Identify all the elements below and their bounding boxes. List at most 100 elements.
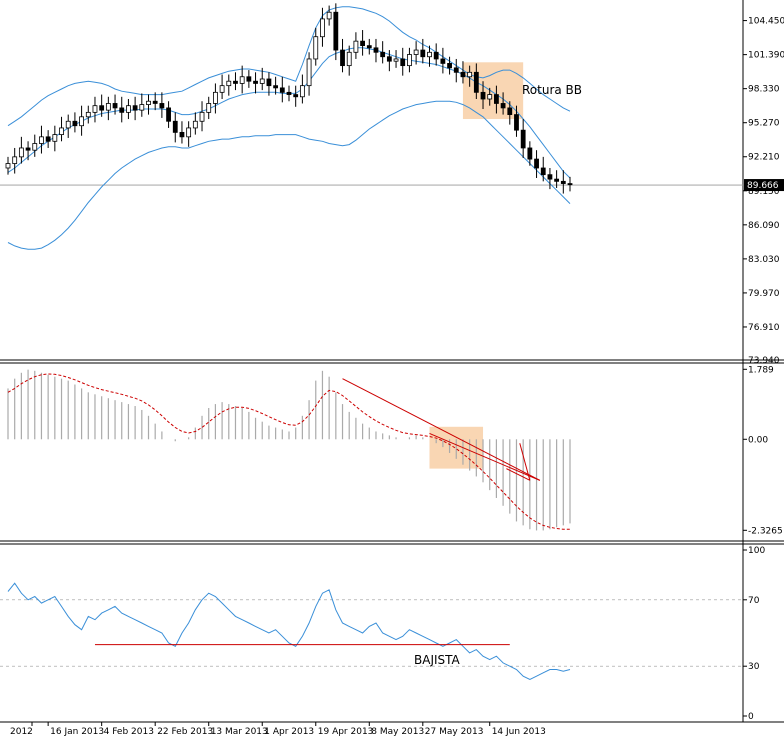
candle <box>554 170 560 189</box>
candle-body <box>487 94 493 100</box>
candle <box>279 76 285 103</box>
candle-body <box>45 136 51 142</box>
candle-body <box>299 85 305 98</box>
candlesticks <box>5 3 573 194</box>
rotura-bb-annotation: Rotura BB <box>522 83 582 97</box>
candle <box>5 156 11 175</box>
signal-line <box>7 373 570 530</box>
candle <box>172 112 178 143</box>
candle-body <box>554 178 560 182</box>
candle-body <box>166 107 171 122</box>
candle-body <box>326 11 332 20</box>
candle <box>152 92 158 111</box>
candle-body <box>306 58 312 87</box>
candle-body <box>540 167 546 176</box>
candle <box>400 47 406 76</box>
candle-body <box>226 80 232 87</box>
candle <box>99 94 105 117</box>
candle <box>326 5 332 26</box>
candle <box>159 92 165 118</box>
macd-tick-label: 0.00 <box>748 435 768 445</box>
candle-body <box>25 147 31 151</box>
candle-body <box>273 85 279 89</box>
candle <box>480 81 486 110</box>
candle-body <box>59 127 64 136</box>
candle <box>59 116 64 142</box>
candle <box>126 99 131 120</box>
candle-body <box>340 49 345 67</box>
candle <box>226 74 232 96</box>
candle-body <box>119 107 125 113</box>
x-tick-label: 8 May 2013 <box>371 727 424 737</box>
candle-body <box>560 180 566 184</box>
x-tick-label: 27 May 2013 <box>425 727 484 737</box>
candle <box>467 65 473 87</box>
candle <box>85 105 91 124</box>
rsi-axis: 100 70 30 0 <box>743 546 765 722</box>
candle-body <box>146 100 151 105</box>
candle-body <box>567 183 573 186</box>
candle <box>333 3 339 61</box>
rsi-line <box>7 582 571 681</box>
candle <box>407 47 412 73</box>
candle <box>380 41 386 64</box>
candle-body <box>473 71 479 93</box>
candle-body <box>279 87 285 93</box>
candle-body <box>219 85 225 93</box>
candle-body <box>460 71 466 78</box>
price-tick-label: 89.150 <box>748 187 780 197</box>
candle-body <box>139 104 145 111</box>
candle-body <box>112 103 118 109</box>
x-tick-label: 16 Jan 2013 <box>50 727 104 737</box>
macd-tick-label: -2.3265 <box>748 526 783 536</box>
candle <box>293 85 299 107</box>
candle-body <box>407 54 412 67</box>
x-tick-label: 13 Mar 2013 <box>211 727 268 737</box>
candle <box>112 94 118 115</box>
macd-trendline <box>342 378 541 481</box>
candle-body <box>286 91 292 95</box>
candle <box>353 32 359 59</box>
candle <box>447 56 452 75</box>
candle-body <box>547 174 553 180</box>
candle-body <box>447 63 452 69</box>
candle-body <box>5 163 11 169</box>
current-price-label: 89.666 <box>747 181 779 191</box>
candle-body <box>199 111 205 122</box>
candle <box>239 65 245 94</box>
price-panel-bg <box>0 0 743 360</box>
candle-body <box>427 51 432 58</box>
candle-body <box>172 120 178 133</box>
candle-body <box>366 45 372 49</box>
candle-body <box>373 47 379 53</box>
candle <box>65 114 71 138</box>
candle-body <box>32 143 38 151</box>
candle <box>567 176 573 192</box>
candle <box>119 96 125 123</box>
candle <box>219 74 225 100</box>
candle-body <box>105 103 111 111</box>
macd-trendline <box>519 443 531 481</box>
candle-body <box>333 11 339 51</box>
candle-body <box>239 76 245 84</box>
price-axis: 104.450 101.390 98.330 95.270 92.210 89.150 86… <box>743 17 784 366</box>
candle <box>146 94 151 115</box>
candle <box>186 121 192 147</box>
candle-body <box>266 78 272 87</box>
candle <box>92 96 98 123</box>
candle-body <box>85 111 91 118</box>
candle-body <box>159 103 165 109</box>
candle-body <box>72 120 78 127</box>
candle-body <box>152 100 158 104</box>
candle-body <box>400 58 406 67</box>
candle <box>313 27 319 66</box>
candle-body <box>79 116 84 127</box>
candle-body <box>179 131 185 138</box>
candle-body <box>206 103 212 113</box>
price-tick-label: 79.970 <box>748 289 780 299</box>
candle <box>360 30 365 56</box>
candle <box>527 141 533 166</box>
current-price-badge <box>744 179 784 192</box>
